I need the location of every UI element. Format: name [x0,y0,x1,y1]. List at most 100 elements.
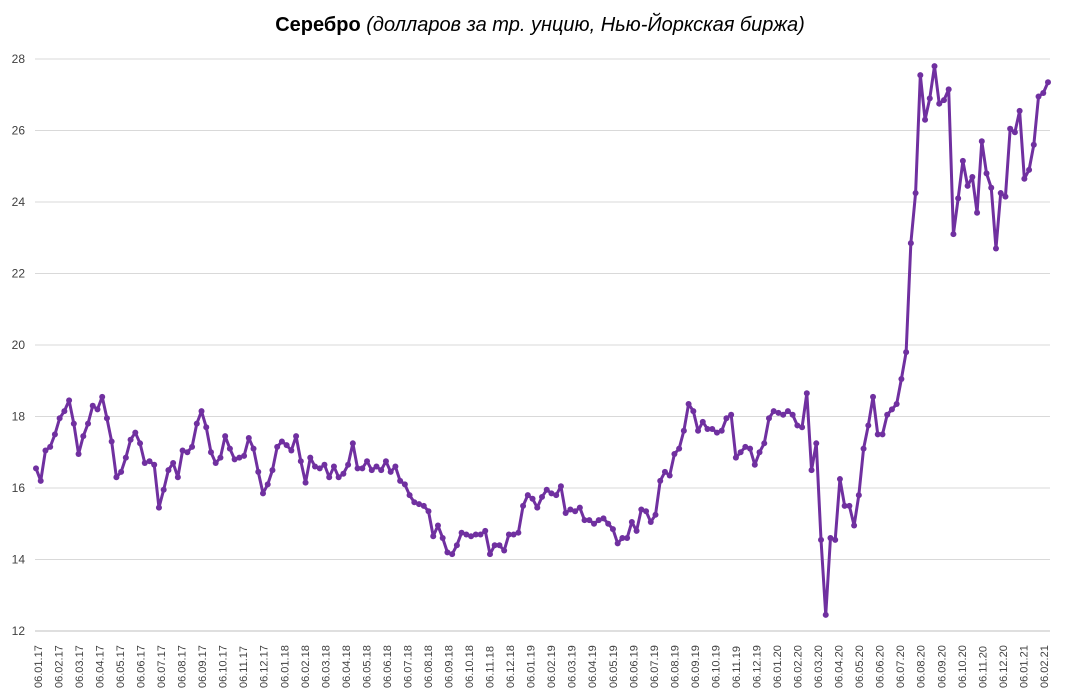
data-point [430,533,437,540]
data-point [643,508,650,515]
data-point [666,472,673,479]
x-tick-label: 06.08.19 [669,645,681,688]
x-tick-label: 06.09.17 [197,645,209,688]
x-tick-label: 06.05.17 [115,645,127,688]
data-point [841,502,848,509]
data-point [108,438,115,445]
data-point [661,468,668,475]
data-point [382,458,389,465]
data-point [401,481,408,488]
x-tick-label: 06.01.20 [772,645,784,688]
data-point [118,468,125,475]
data-point [378,467,385,474]
data-point [1007,125,1014,132]
data-point [836,476,843,483]
data-point [312,463,319,470]
x-tick-label: 06.05.18 [361,645,373,688]
data-point [207,449,214,456]
data-point [595,517,602,524]
data-point [444,549,451,556]
x-tick-label: 06.02.17 [53,645,65,688]
data-point [468,533,475,540]
data-point [340,470,347,477]
data-point [922,116,929,123]
data-point [155,504,162,511]
data-point [1045,79,1051,86]
data-point [543,486,550,493]
x-tick-label: 06.04.17 [94,645,106,688]
x-tick-label: 06.10.18 [464,645,476,688]
data-point [950,231,957,238]
data-point [359,465,366,472]
data-point [633,527,640,534]
x-tick-label: 06.03.17 [74,645,86,688]
x-tick-label: 06.02.18 [300,645,312,688]
data-point [520,502,527,509]
data-point [685,400,692,407]
data-point [51,431,58,438]
data-point [198,408,205,415]
data-point [813,440,820,447]
data-point [1002,193,1009,200]
data-point [680,427,687,434]
data-point [586,517,593,524]
x-tick-label: 06.07.18 [402,645,414,688]
data-point [851,522,858,529]
data-point [690,408,697,415]
data-point [349,440,356,447]
data-point [37,477,44,484]
data-point [416,501,423,508]
x-tick-label: 06.01.18 [279,645,291,688]
data-point [212,459,219,466]
x-tick-label: 06.06.19 [628,645,640,688]
data-point [576,504,583,511]
data-point [609,526,616,533]
x-tick-label: 06.11.18 [485,646,497,688]
x-tick-label: 06.12.20 [998,645,1010,688]
data-point [874,431,881,438]
data-point [269,467,276,474]
data-point [42,447,49,454]
data-point [936,100,943,107]
data-point [709,426,716,433]
chart-title-main: Серебро [275,14,361,36]
data-point [562,510,569,517]
data-point [723,415,730,422]
data-point [529,495,536,502]
data-point [47,443,54,450]
data-point [855,492,862,499]
data-point [747,445,754,452]
data-point [879,431,886,438]
data-point [553,492,560,499]
data-point [458,529,465,536]
x-tick-label: 06.04.18 [341,645,353,688]
data-point [103,415,110,422]
x-tick-label: 06.11.20 [977,646,989,688]
data-point [884,411,891,418]
data-point [704,426,711,433]
x-tick-label: 06.09.20 [936,645,948,688]
data-point [425,508,432,515]
data-point [141,459,148,466]
x-tick-label: 06.07.17 [156,645,168,688]
data-point [992,245,999,252]
data-point [775,409,782,416]
x-tick-label: 06.01.19 [526,645,538,688]
data-point [85,420,92,427]
data-point [184,449,191,456]
data-point [99,393,106,400]
data-point [742,443,749,450]
data-point [293,433,300,440]
data-point [770,408,777,415]
data-point [978,138,985,145]
x-tick-label: 06.03.18 [320,645,332,688]
data-point [1030,141,1037,148]
data-point [818,536,825,543]
data-point [482,527,489,534]
data-point [600,515,607,522]
data-point [657,477,664,484]
data-point [434,522,441,529]
data-point [321,461,328,468]
data-point [387,468,394,475]
data-point [449,551,456,558]
